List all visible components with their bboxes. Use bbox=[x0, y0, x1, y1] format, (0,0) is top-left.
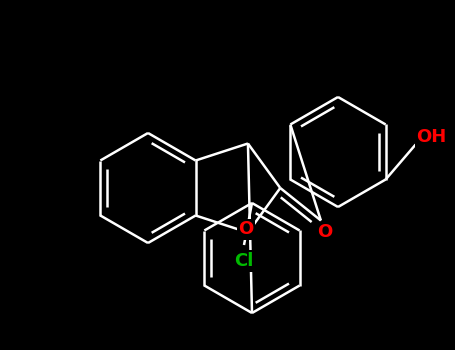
Text: OH: OH bbox=[416, 127, 447, 146]
Text: O: O bbox=[238, 220, 253, 238]
Text: O: O bbox=[317, 224, 333, 241]
Text: Cl: Cl bbox=[234, 252, 254, 270]
